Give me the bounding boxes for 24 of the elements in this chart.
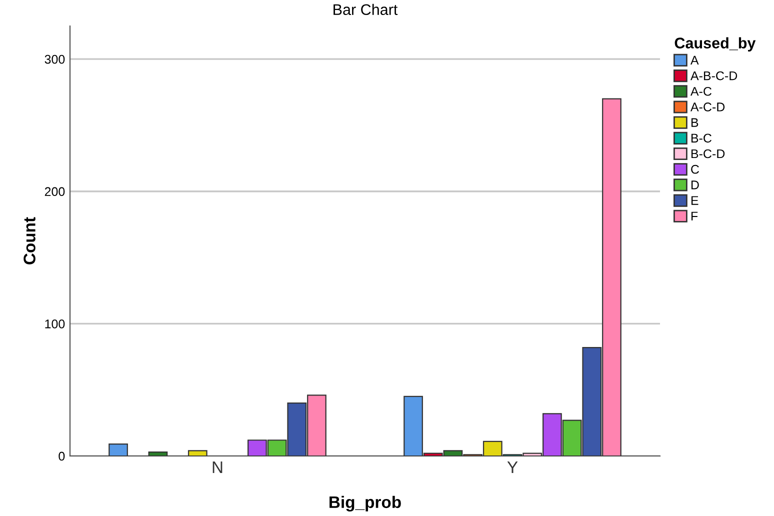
chart-title: Bar Chart: [334, 4, 398, 16]
legend-label: A-C: [690, 86, 712, 96]
legend-label: B: [691, 118, 698, 127]
legend-label: C: [691, 164, 699, 174]
bar: [108, 444, 128, 456]
y-axis-title: Count: [24, 217, 36, 264]
y-tick-label: 100: [45, 319, 65, 328]
y-tick-label: 200: [44, 187, 65, 196]
legend-label: B-C-D: [691, 149, 725, 158]
legend-label: A-C-D: [690, 102, 725, 112]
bar: [148, 451, 168, 456]
legend-label: D: [691, 180, 699, 190]
y-tick-label: 300: [44, 54, 65, 64]
x-axis-title: Big_prob: [330, 496, 401, 512]
bar: [188, 450, 208, 456]
x-tick-label: Y: [507, 461, 518, 473]
legend-label: E: [691, 196, 698, 205]
legend-label: A: [690, 56, 699, 64]
legend-title: Caused_by: [674, 37, 756, 52]
y-tick-label: 0: [58, 452, 65, 461]
x-tick-label: N: [212, 461, 222, 473]
legend-label: B-C: [691, 134, 712, 143]
legend-label: F: [691, 212, 698, 220]
legend-label: A-B-C-D: [690, 71, 738, 80]
